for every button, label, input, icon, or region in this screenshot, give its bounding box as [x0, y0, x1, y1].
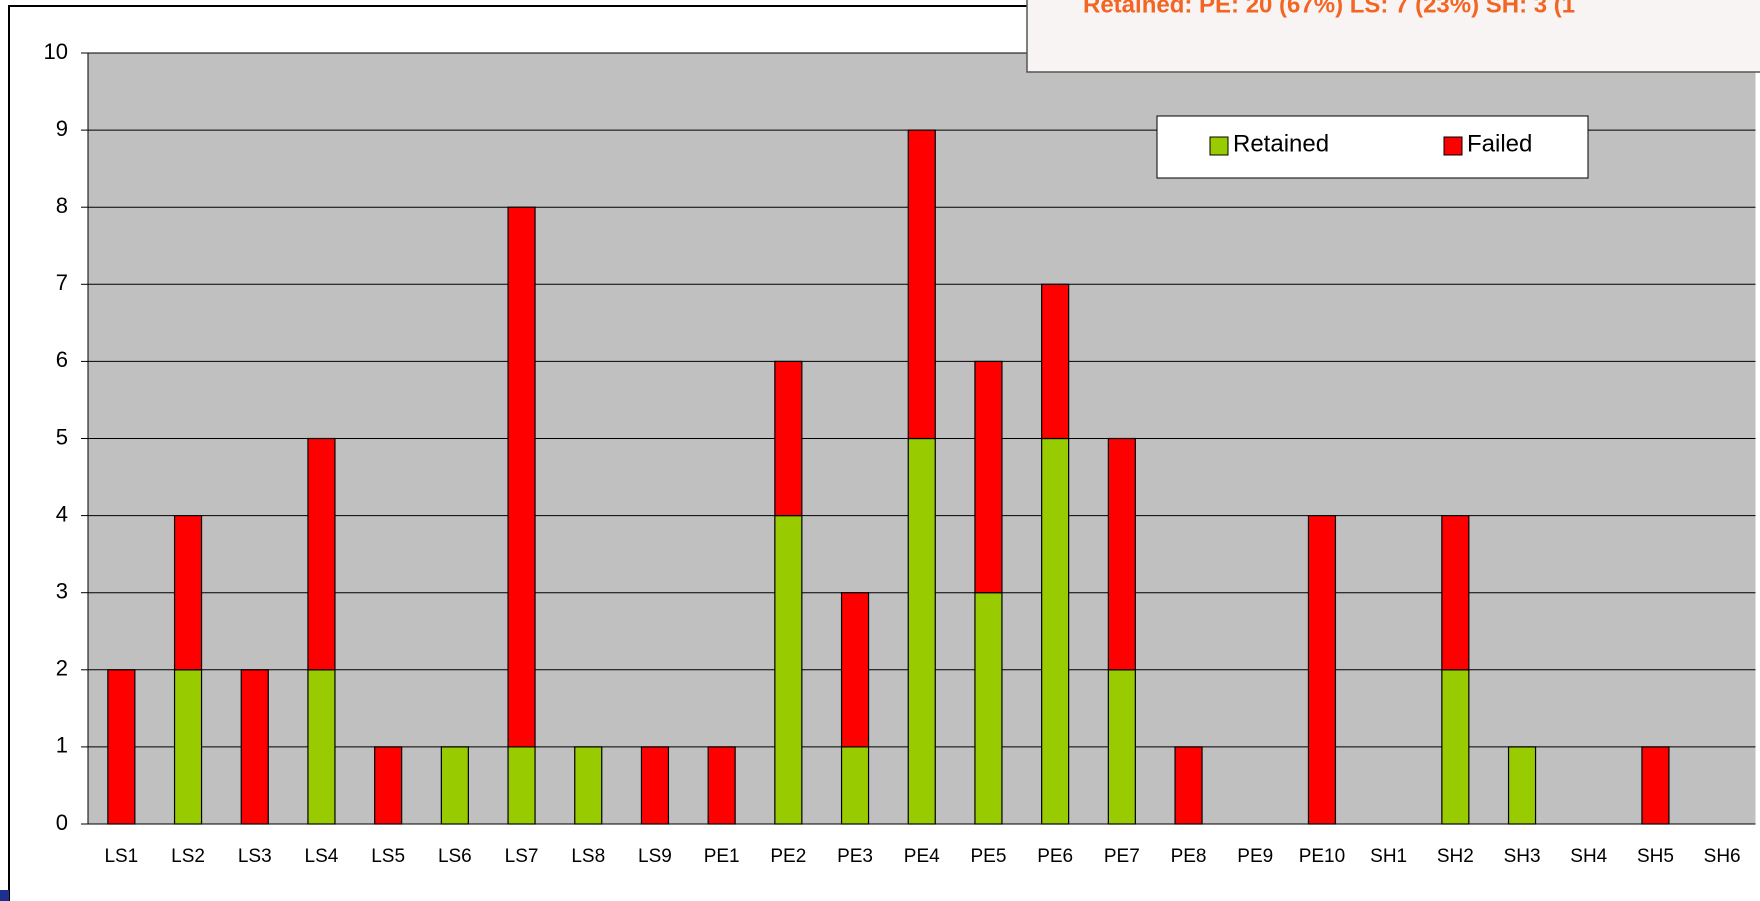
legend-swatch [1443, 136, 1463, 156]
bar-segment [507, 206, 536, 748]
x-tick-label: PE4 [904, 846, 940, 867]
y-tick-label: 8 [56, 193, 68, 218]
x-tick-label: PE5 [970, 846, 1006, 867]
x-tick-label: SH4 [1570, 846, 1607, 867]
bar-segment [840, 592, 870, 748]
x-tick-label: SH3 [1504, 846, 1541, 867]
bar-segment [1307, 514, 1337, 825]
bar-segment [507, 746, 536, 825]
y-tick-label: 10 [44, 39, 68, 64]
annotation-box [1026, 0, 1760, 73]
x-tick-label: SH1 [1370, 846, 1407, 867]
bar-segment [107, 669, 136, 825]
legend-swatch [1209, 136, 1229, 156]
bar-segment [907, 129, 936, 440]
legend [1156, 115, 1589, 179]
bar-segment [774, 360, 803, 517]
bar-segment [1641, 746, 1670, 825]
x-tick-label: PE10 [1299, 846, 1345, 867]
y-tick-label: 3 [56, 579, 68, 604]
y-tick-label: 6 [56, 347, 68, 372]
bar-segment [974, 592, 1003, 825]
y-tick-label: 1 [56, 733, 68, 758]
x-tick-label: SH6 [1704, 846, 1741, 867]
x-tick-label: LS4 [305, 846, 339, 867]
x-tick-label: PE2 [770, 846, 806, 867]
x-tick-label: SH2 [1437, 846, 1474, 867]
y-tick-label: 5 [56, 424, 68, 449]
x-tick-label: PE7 [1104, 846, 1140, 867]
bar-segment [173, 514, 203, 671]
bar-segment [374, 746, 403, 825]
bar-segment [240, 669, 269, 825]
x-tick-label: LS9 [638, 846, 672, 867]
x-tick-label: LS3 [238, 846, 272, 867]
y-tick-label: 2 [56, 656, 68, 681]
bar-segment [307, 437, 336, 671]
x-tick-label: LS1 [104, 846, 138, 867]
legend-label: Failed [1467, 130, 1532, 157]
x-tick-label: PE8 [1171, 846, 1207, 867]
y-tick-label: 7 [56, 270, 68, 295]
bar-segment [1507, 746, 1537, 825]
x-tick-label: LS6 [438, 846, 472, 867]
y-tick-label: 4 [56, 501, 68, 526]
bar-segment [307, 669, 336, 825]
x-tick-label: LS8 [571, 846, 605, 867]
window-edge [0, 890, 9, 901]
plot: 0 1 2 3 4 5 6 7 8 9 10 LS1 LS2 LS3 LS4 LS5 LS6 LS7 LS8 LS9 P… [44, 39, 1756, 867]
bar-segment [1107, 437, 1136, 671]
annotation: Retained: PE: 20 (67%) LS: 7 (23%) SH: 3… [1083, 0, 1575, 18]
bar-segment [1174, 746, 1203, 825]
x-tick-label: LS2 [171, 846, 205, 867]
bar-segment [1441, 514, 1470, 671]
bar-segment [907, 437, 936, 825]
bar-segment [1107, 669, 1136, 825]
bar-segment [840, 746, 870, 825]
bar-segment [974, 360, 1003, 594]
x-tick-label: LS7 [505, 846, 539, 867]
y-tick-label: 9 [56, 116, 68, 141]
bar-segment [1041, 283, 1070, 440]
bar-segment [1041, 437, 1070, 825]
bar-segment [640, 746, 670, 825]
x-tick-label: PE9 [1237, 846, 1273, 867]
x-tick-label: SH5 [1637, 846, 1674, 867]
x-tick-label: PE3 [837, 846, 873, 867]
x-tick-label: LS5 [371, 846, 405, 867]
bar-segment [1441, 669, 1470, 825]
bar-segment [707, 746, 736, 825]
legend-label: Retained [1233, 130, 1329, 157]
x-tick-label: PE6 [1037, 846, 1073, 867]
bar-segment [173, 669, 203, 825]
y-tick-label: 0 [56, 810, 68, 835]
bar-segment [574, 746, 603, 825]
bar-segment [440, 746, 469, 825]
x-tick-label: PE1 [704, 846, 740, 867]
bar-segment [774, 514, 803, 825]
